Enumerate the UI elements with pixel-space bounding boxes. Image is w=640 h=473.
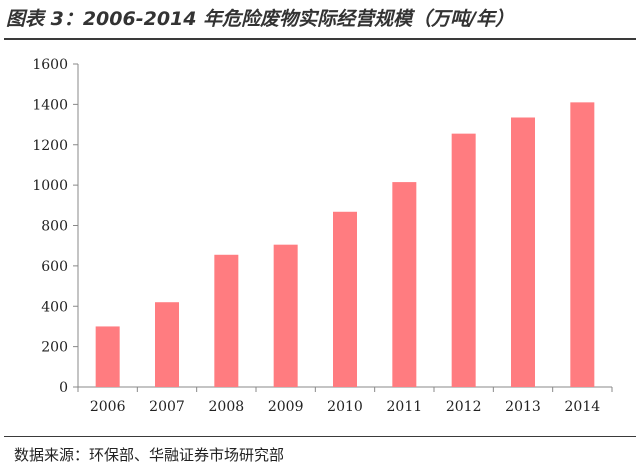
footer-divider xyxy=(4,436,636,437)
bar-2006 xyxy=(95,326,120,387)
y-tick-label: 400 xyxy=(41,299,68,315)
y-axis: 0 200 400 600 800 1000 1200 1400 1600 xyxy=(32,57,79,396)
x-tick-label: 2010 xyxy=(327,399,363,415)
y-tick-label: 1400 xyxy=(32,97,68,113)
x-tick-label: 2011 xyxy=(387,399,423,415)
bar-2010 xyxy=(333,211,357,387)
y-tick-label: 1600 xyxy=(32,57,68,73)
y-tick-label: 1200 xyxy=(32,138,68,154)
bar-2009 xyxy=(273,244,298,387)
x-tick-label: 2014 xyxy=(565,399,601,415)
title-divider xyxy=(4,38,636,40)
x-tick-label: 2009 xyxy=(268,399,304,415)
x-tick-label: 2008 xyxy=(209,399,245,415)
chart-title: 图表 3：2006-2014 年危险废物实际经营规模（万吨/年） xyxy=(6,8,515,30)
bar-2007 xyxy=(155,302,179,387)
y-tick-label: 600 xyxy=(41,259,68,275)
bar-2014 xyxy=(570,102,595,387)
y-tick-label: 200 xyxy=(41,340,68,356)
x-axis: 2006 2007 2008 2009 2010 2011 2012 2013 2014 xyxy=(77,386,613,415)
bars xyxy=(95,102,595,387)
bar-2011 xyxy=(392,182,417,387)
bar-2012 xyxy=(451,133,476,387)
x-tick-label: 2007 xyxy=(149,399,185,415)
x-tick-label: 2013 xyxy=(505,399,541,415)
y-tick-label: 800 xyxy=(41,219,68,235)
x-tick-label: 2012 xyxy=(446,399,482,415)
y-tick-label: 1000 xyxy=(32,178,68,194)
y-tick-label: 0 xyxy=(59,380,68,396)
source-note: 数据来源：环保部、华融证券市场研究部 xyxy=(14,446,285,464)
bar-2008 xyxy=(214,254,239,387)
bar-2013 xyxy=(511,117,535,387)
x-tick-label: 2006 xyxy=(90,399,126,415)
